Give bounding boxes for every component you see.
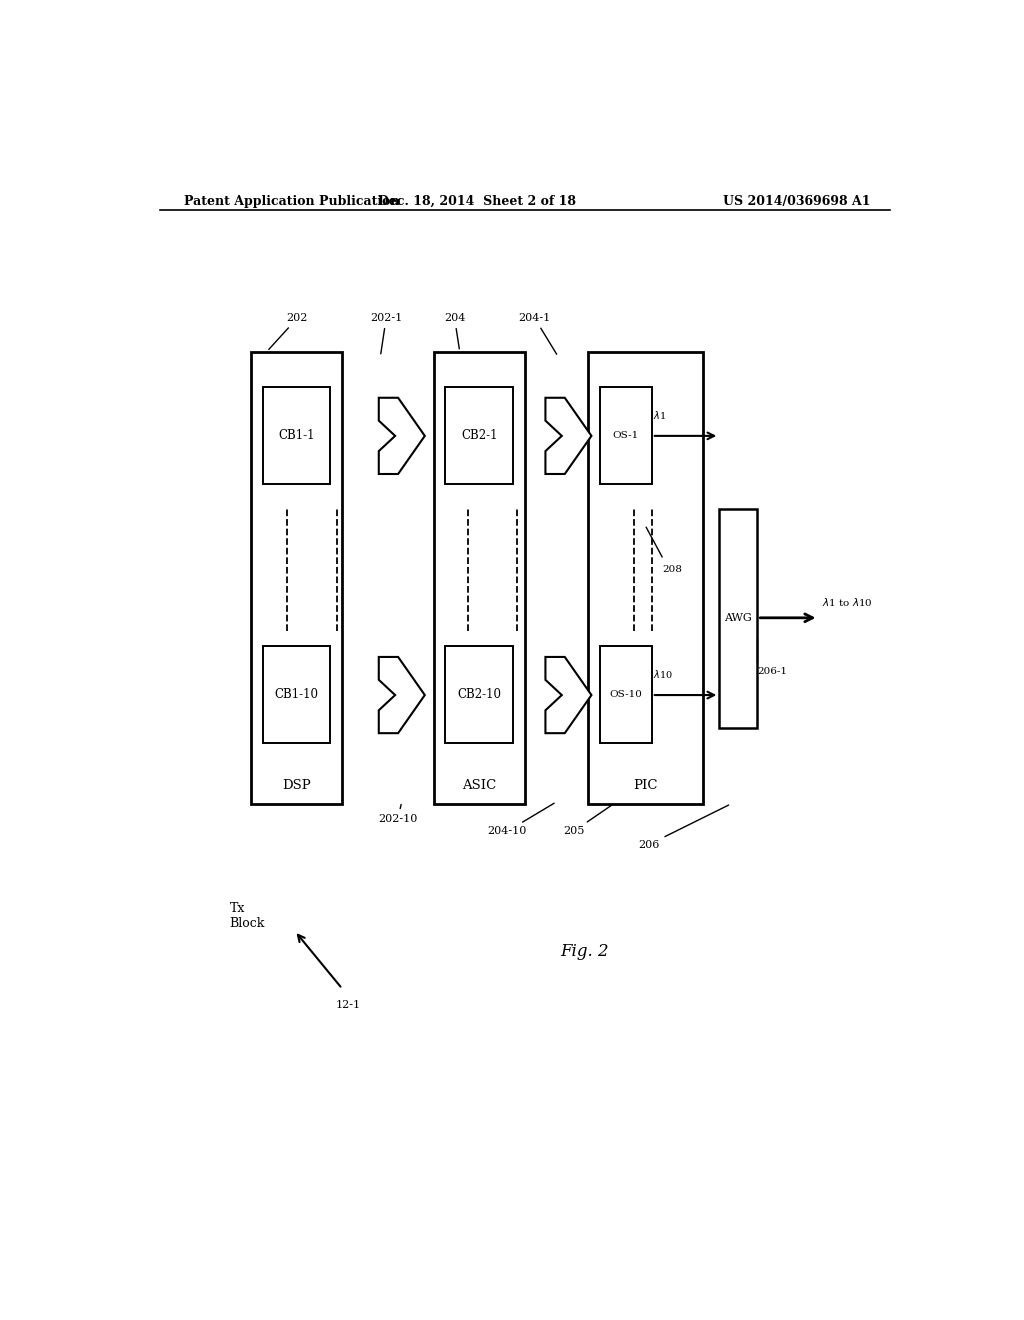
Text: OS-10: OS-10 <box>609 690 642 700</box>
Text: US 2014/0369698 A1: US 2014/0369698 A1 <box>723 194 870 207</box>
Text: 12-1: 12-1 <box>335 1001 360 1010</box>
Text: $\lambda$1 to $\lambda$10: $\lambda$1 to $\lambda$10 <box>822 595 873 607</box>
Text: 206: 206 <box>638 805 729 850</box>
Bar <box>719 510 758 727</box>
Text: $\lambda$1: $\lambda$1 <box>653 409 667 421</box>
Text: CB2-10: CB2-10 <box>457 688 501 701</box>
Polygon shape <box>379 397 425 474</box>
Text: OS-1: OS-1 <box>612 430 639 440</box>
Bar <box>588 351 703 804</box>
Polygon shape <box>546 657 592 733</box>
Bar <box>263 647 331 743</box>
Text: CB1-10: CB1-10 <box>274 688 318 701</box>
Text: 206-1: 206-1 <box>758 667 787 676</box>
Text: 202: 202 <box>268 313 308 350</box>
Text: 205: 205 <box>563 805 611 837</box>
Bar <box>445 647 513 743</box>
Text: DSP: DSP <box>283 779 311 792</box>
Bar <box>600 387 651 483</box>
Text: ASIC: ASIC <box>462 779 497 792</box>
Bar <box>263 387 331 483</box>
Text: 208: 208 <box>663 565 682 574</box>
Polygon shape <box>379 657 425 733</box>
Text: 202-1: 202-1 <box>370 313 402 354</box>
Text: CB2-1: CB2-1 <box>461 429 498 442</box>
Text: 204: 204 <box>443 313 465 348</box>
Text: Dec. 18, 2014  Sheet 2 of 18: Dec. 18, 2014 Sheet 2 of 18 <box>378 194 577 207</box>
Polygon shape <box>546 397 592 474</box>
Text: Fig. 2: Fig. 2 <box>560 942 608 960</box>
Text: AWG: AWG <box>724 614 753 623</box>
Text: $\lambda$10: $\lambda$10 <box>653 668 674 680</box>
Text: 202-10: 202-10 <box>378 804 418 824</box>
Text: 204-10: 204-10 <box>487 803 554 837</box>
Text: PIC: PIC <box>634 779 658 792</box>
Text: CB1-1: CB1-1 <box>279 429 315 442</box>
Bar <box>600 647 651 743</box>
Bar <box>251 351 342 804</box>
Bar <box>433 351 524 804</box>
Text: 204-1: 204-1 <box>518 313 557 354</box>
Bar <box>445 387 513 483</box>
Text: Patent Application Publication: Patent Application Publication <box>183 194 399 207</box>
Text: Tx
Block: Tx Block <box>229 903 265 931</box>
